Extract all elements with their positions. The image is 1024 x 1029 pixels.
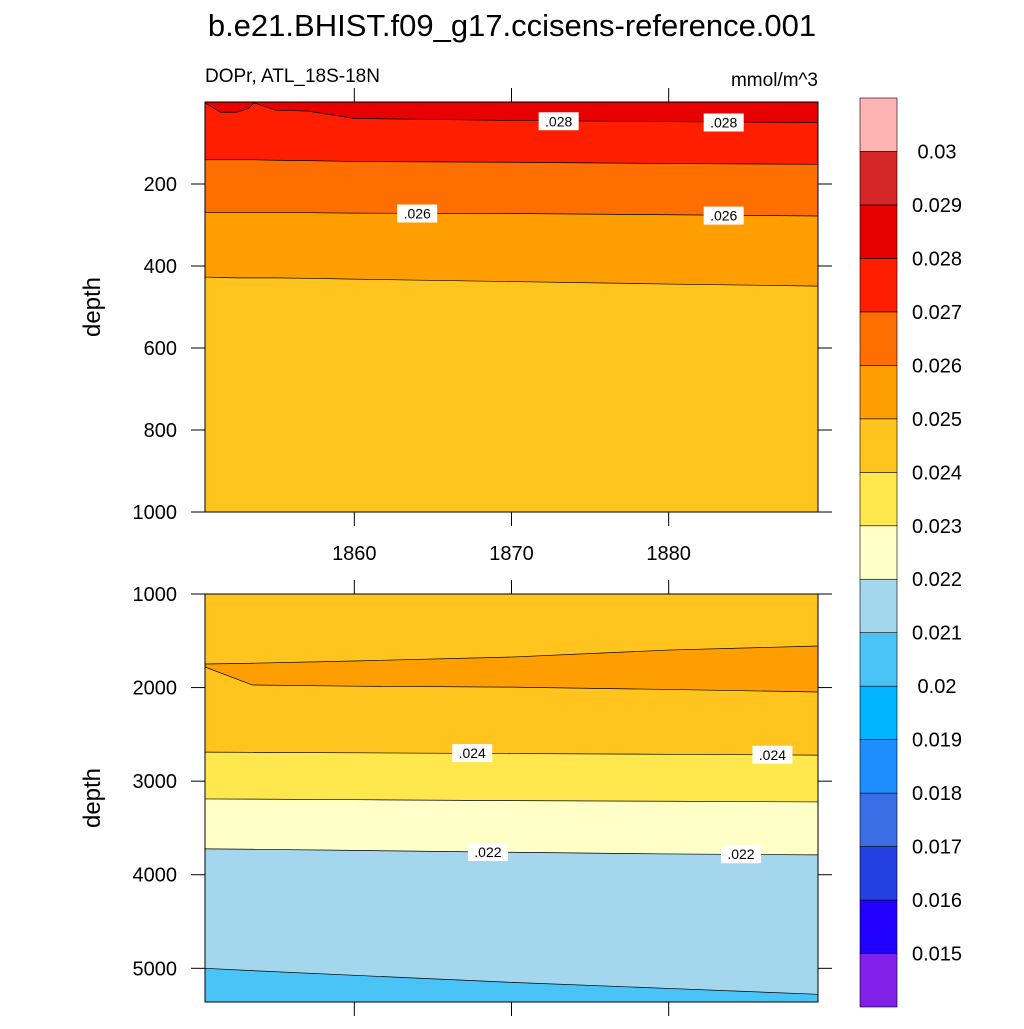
- colorbar-label: 0.019: [912, 730, 962, 752]
- contour-line: [205, 798, 818, 803]
- x-tick-label: 1870: [489, 543, 534, 565]
- contour-label-box: [703, 206, 744, 225]
- colorbar-box: [859, 899, 898, 954]
- contour-label: .026: [404, 206, 431, 222]
- contour-label-box: [397, 204, 438, 223]
- y-tick-label: 400: [144, 256, 177, 278]
- colorbar-label: 0.024: [912, 462, 962, 484]
- x-tick-label: 1880: [646, 543, 691, 565]
- colorbar-box: [859, 365, 898, 420]
- colorbar-box: [859, 632, 898, 687]
- colorbar-label: 0.03: [918, 141, 957, 163]
- y-tick-label: 5000: [133, 958, 178, 980]
- contour-label-box: [752, 745, 793, 764]
- subtitle-right: mmol/m^3: [731, 70, 818, 91]
- colorbar-label: 0.023: [912, 516, 962, 538]
- colorbar-box: [859, 151, 898, 206]
- colorbar-box: [859, 418, 898, 473]
- colorbar-box: [859, 97, 898, 152]
- contour-line: [205, 848, 818, 856]
- contour-label-box: [452, 744, 493, 763]
- y-tick-label: 200: [144, 174, 177, 196]
- chart-title: b.e21.BHIST.f09_g17.ccisens-reference.00…: [208, 8, 816, 43]
- subtitle-left: DOPr, ATL_18S-18N: [205, 66, 380, 87]
- y-tick-label: 2000: [133, 678, 178, 700]
- contour-label: .024: [459, 745, 486, 761]
- contour-line: [205, 159, 818, 165]
- colorbar-label: 0.021: [912, 623, 962, 645]
- colorbar-label: 0.029: [912, 195, 962, 217]
- contour-label-box: [467, 842, 508, 861]
- colorbar-box: [859, 953, 898, 1008]
- colorbar-label: 0.025: [912, 409, 962, 431]
- contour-label-box: [538, 112, 579, 131]
- plot-area: .024 .024 .022 .022: [205, 594, 818, 1002]
- contour-label: .028: [710, 115, 737, 131]
- plot-area: .028 .028 .026 .026: [205, 102, 818, 512]
- contour-line: [205, 666, 818, 693]
- colorbar-label: 0.016: [912, 890, 962, 912]
- colorbar-label: 0.018: [912, 783, 962, 805]
- contour-label: .022: [474, 844, 501, 860]
- y-tick-label: 3000: [133, 771, 178, 793]
- colorbar-label: 0.017: [912, 837, 962, 859]
- colorbar-label: 0.022: [912, 569, 962, 591]
- y-tick-label: 1000: [133, 584, 178, 606]
- colorbar-label: 0.02: [918, 676, 957, 698]
- contour-label-box: [720, 845, 761, 864]
- colorbar-label: 0.028: [912, 248, 962, 270]
- contour-label: .022: [727, 846, 754, 862]
- colorbar-box: [859, 258, 898, 313]
- contour-label: .026: [710, 208, 737, 224]
- contour-label: .028: [545, 113, 572, 129]
- y-tick-label: 1000: [133, 502, 178, 524]
- contour-line: [205, 967, 818, 995]
- colorbar-box: [859, 471, 898, 527]
- colorbar-box: [859, 792, 898, 847]
- contour-line: [205, 276, 818, 287]
- x-tick-label: 1860: [332, 543, 377, 565]
- colorbar-label: 0.026: [912, 355, 962, 377]
- y-tick-label: 800: [144, 420, 177, 442]
- y-axis-label: depth: [79, 277, 106, 337]
- contour-fill: [205, 276, 818, 512]
- colorbar-box: [859, 204, 898, 259]
- colorbar-box: [859, 685, 898, 740]
- colorbar-box: [859, 846, 898, 901]
- y-tick-label: 4000: [133, 865, 178, 887]
- colorbar-label: 0.027: [912, 302, 962, 324]
- colorbar-box: [859, 739, 898, 794]
- contour-line: [205, 751, 818, 756]
- colorbar-box: [859, 525, 898, 580]
- y-axis-label: depth: [79, 768, 106, 828]
- contour-line: [205, 212, 818, 217]
- y-tick-label: 600: [144, 338, 177, 360]
- contour-fill: [205, 751, 818, 803]
- colorbar-box: [859, 578, 898, 634]
- contour-label-box: [703, 113, 744, 132]
- colorbar-box: [859, 311, 898, 366]
- contour-label: .024: [759, 747, 786, 763]
- colorbar-label: 0.015: [912, 944, 962, 966]
- contour-line: [205, 645, 818, 665]
